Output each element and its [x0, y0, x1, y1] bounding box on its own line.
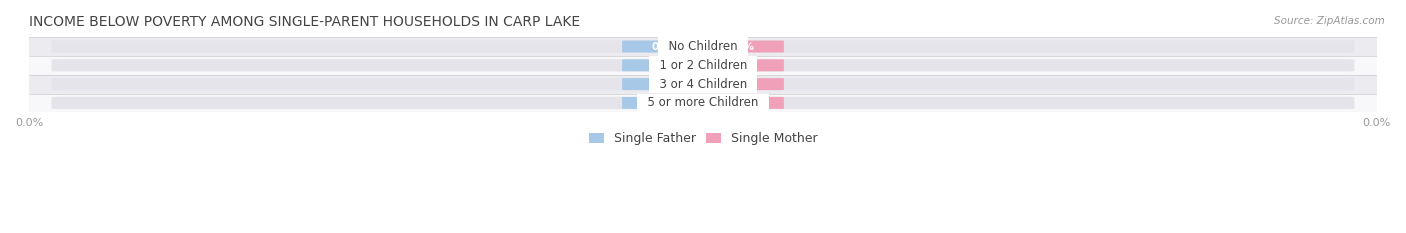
FancyBboxPatch shape [52, 40, 1354, 53]
Text: 0.0%: 0.0% [725, 79, 755, 89]
Text: 3 or 4 Children: 3 or 4 Children [651, 78, 755, 91]
Bar [30, 37, 1376, 56]
FancyBboxPatch shape [621, 59, 709, 71]
FancyBboxPatch shape [697, 59, 785, 71]
Text: 0.0%: 0.0% [651, 98, 681, 108]
Text: 0.0%: 0.0% [651, 41, 681, 51]
FancyBboxPatch shape [697, 78, 785, 90]
FancyBboxPatch shape [621, 78, 709, 90]
Text: No Children: No Children [661, 40, 745, 53]
Legend: Single Father, Single Mother: Single Father, Single Mother [589, 132, 817, 145]
Text: INCOME BELOW POVERTY AMONG SINGLE-PARENT HOUSEHOLDS IN CARP LAKE: INCOME BELOW POVERTY AMONG SINGLE-PARENT… [30, 15, 581, 29]
Bar [30, 75, 1376, 93]
Text: 0.0%: 0.0% [651, 60, 681, 70]
FancyBboxPatch shape [621, 41, 709, 52]
Text: Source: ZipAtlas.com: Source: ZipAtlas.com [1274, 16, 1385, 26]
FancyBboxPatch shape [621, 97, 709, 109]
Text: 1 or 2 Children: 1 or 2 Children [651, 59, 755, 72]
FancyBboxPatch shape [697, 97, 785, 109]
FancyBboxPatch shape [52, 78, 1354, 90]
FancyBboxPatch shape [52, 59, 1354, 72]
Text: 5 or more Children: 5 or more Children [640, 96, 766, 110]
FancyBboxPatch shape [52, 97, 1354, 109]
Text: 0.0%: 0.0% [725, 41, 755, 51]
Text: 0.0%: 0.0% [651, 79, 681, 89]
Text: 0.0%: 0.0% [725, 98, 755, 108]
Text: 0.0%: 0.0% [725, 60, 755, 70]
Bar [30, 93, 1376, 112]
Bar [30, 56, 1376, 75]
FancyBboxPatch shape [697, 41, 785, 52]
